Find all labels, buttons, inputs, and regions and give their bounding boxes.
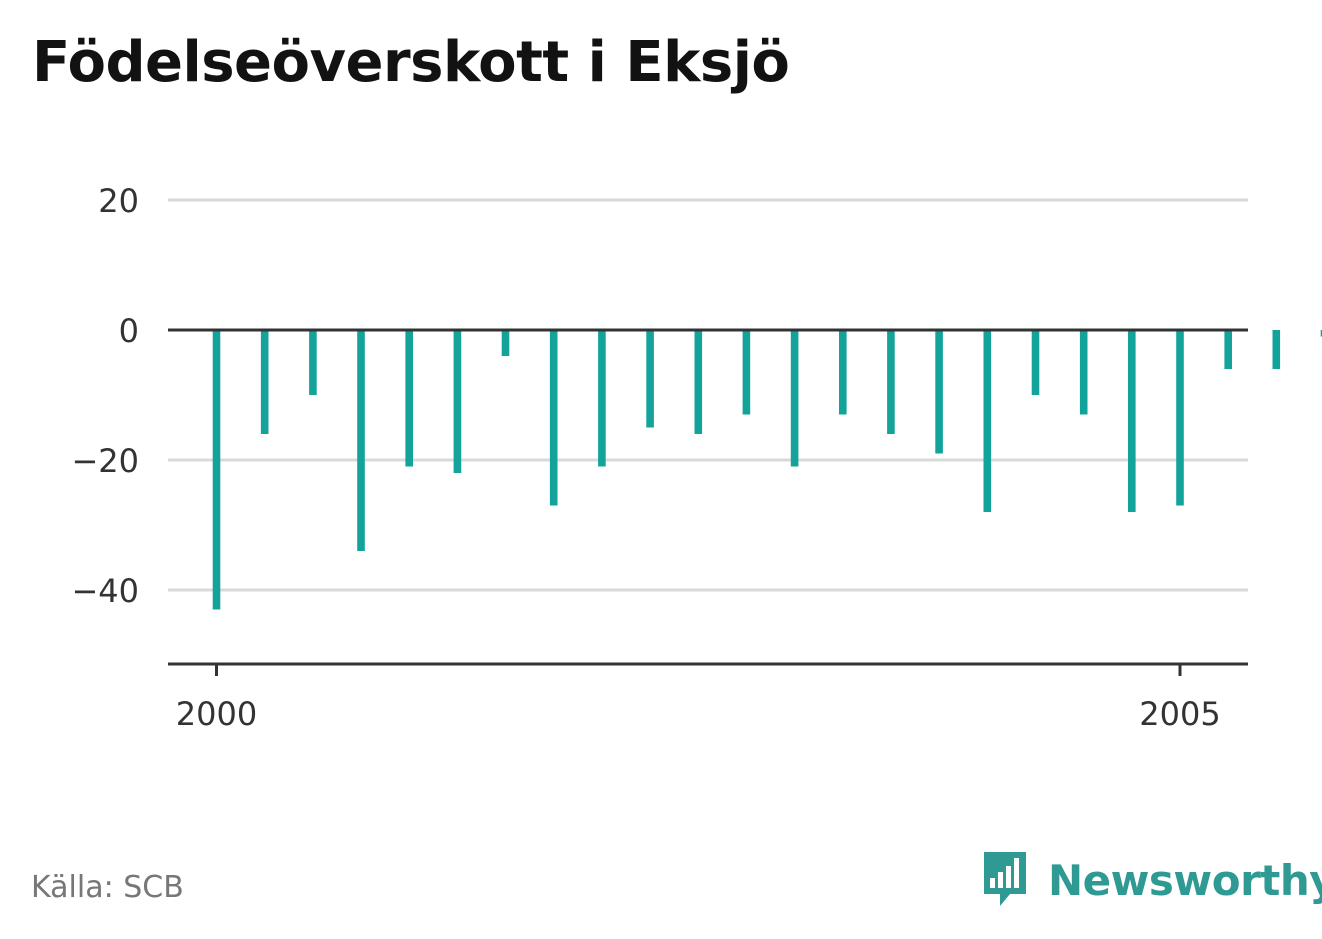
gridlines	[168, 198, 1248, 592]
bar	[357, 330, 365, 551]
bar	[212, 330, 221, 610]
bar	[694, 330, 703, 434]
y-tick-label: −40	[71, 572, 139, 610]
chart-title: Födelseöverskott i Eksjö	[32, 30, 790, 95]
bar	[983, 330, 992, 512]
bar	[549, 330, 558, 506]
bar	[790, 330, 799, 467]
bar	[839, 330, 847, 415]
source-note: Källa: SCB	[31, 870, 184, 905]
bar	[1176, 330, 1184, 506]
bars	[212, 330, 1322, 610]
y-tick-label: −20	[71, 442, 139, 480]
bar	[887, 330, 895, 434]
bar	[1272, 330, 1281, 369]
x-tick-label: 2000	[176, 695, 257, 733]
newsworthy-logo-icon	[984, 852, 1026, 906]
bar	[1128, 330, 1136, 512]
bar	[453, 330, 462, 473]
bar	[598, 330, 606, 467]
bar	[1079, 330, 1088, 415]
y-tick-label: 20	[98, 182, 139, 220]
bar	[1031, 330, 1040, 395]
bar	[309, 330, 317, 395]
bar	[501, 330, 510, 356]
bar	[405, 330, 413, 467]
axes: 200−20−40200020052010201520202025	[71, 182, 1248, 733]
brand-logo: Newsworthy	[980, 850, 1322, 910]
bar	[1224, 330, 1232, 369]
bar	[1320, 330, 1322, 337]
brand-name: Newsworthy	[1048, 855, 1322, 905]
x-tick-label: 2005	[1139, 695, 1220, 733]
bar	[646, 330, 654, 428]
bar	[742, 330, 751, 415]
bar	[935, 330, 943, 454]
bar	[260, 330, 269, 434]
y-tick-label: 0	[119, 312, 139, 350]
